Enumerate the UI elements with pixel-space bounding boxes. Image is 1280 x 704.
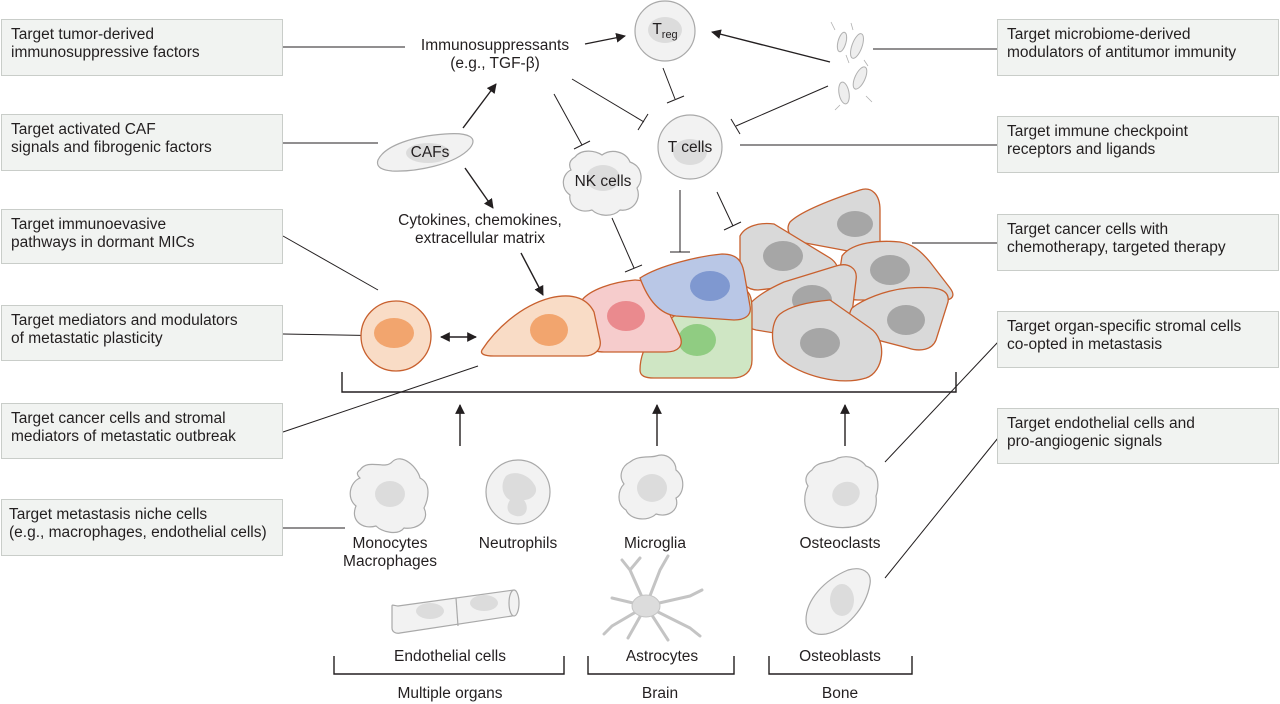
cafs-label: CAFs: [410, 144, 450, 161]
target-box-microbiome: Target microbiome-derived modulators of …: [997, 19, 1279, 76]
macrophage-cell: [349, 458, 429, 534]
label-line: Immunosuppressants: [420, 37, 570, 54]
box-line: (e.g., macrophages, endothelial cells): [9, 524, 267, 541]
signal-arrows: [440, 29, 850, 446]
treg-label-sub: reg: [661, 29, 678, 42]
target-box-plasticity: Target mediators and modulators of metas…: [1, 305, 283, 361]
t-cell: [657, 114, 723, 180]
connector-lines: [282, 46, 999, 579]
box-line: Target tumor-derived: [11, 26, 155, 43]
target-box-caf: Target activated CAF signals and fibroge…: [1, 114, 283, 171]
monocytes-label: Monocytes Macrophages: [330, 535, 450, 571]
astrocytes-label: Astrocytes: [625, 648, 699, 665]
box-line: Target metastasis niche cells: [9, 506, 208, 523]
box-line: chemotherapy, targeted therapy: [1007, 239, 1226, 256]
caf-cell: [376, 133, 474, 172]
osteoclasts-label: Osteoclasts: [799, 535, 881, 552]
multiple-organs-label: Multiple organs: [397, 685, 503, 702]
tumor-cell-cluster: [480, 188, 954, 382]
microbiome-bacteria: [830, 21, 873, 111]
target-box-chemo: Target cancer cells with chemotherapy, t…: [997, 214, 1279, 271]
label-line: extracellular matrix: [414, 230, 546, 247]
target-box-outbreak: Target cancer cells and stromal mediator…: [1, 403, 283, 459]
brackets: [333, 372, 957, 675]
target-box-tumor-factors: Target tumor-derived immunosuppressive f…: [1, 19, 283, 76]
box-line: Target cancer cells and stromal: [11, 410, 226, 427]
t-cells-label: T cells: [667, 139, 713, 156]
osteoclast-cell: [804, 456, 879, 529]
nk-cells-label: NK cells: [574, 173, 632, 190]
box-line: modulators of antitumor immunity: [1007, 44, 1237, 61]
brain-label: Brain: [641, 685, 679, 702]
box-line: Target activated CAF: [11, 121, 156, 138]
box-line: Target endothelial cells and: [1007, 415, 1195, 432]
astrocyte-cell: [602, 554, 704, 642]
target-box-checkpoint: Target immune checkpoint receptors and l…: [997, 116, 1279, 173]
treg-label-main: T: [652, 21, 662, 38]
endothelial-cells-label: Endothelial cells: [393, 648, 506, 665]
box-line: co-opted in metastasis: [1007, 336, 1163, 353]
box-line: pathways in dormant MICs: [11, 234, 195, 251]
label-line: Cytokines, chemokines,: [398, 212, 562, 229]
microglia-cell: [618, 454, 684, 520]
box-line: immunosuppressive factors: [11, 44, 200, 61]
microglia-label: Microglia: [623, 535, 686, 552]
treg-cell: [634, 0, 696, 62]
box-line: Target organ-specific stromal cells: [1007, 318, 1242, 335]
box-line: of metastatic plasticity: [11, 330, 163, 347]
box-line: pro-angiogenic signals: [1007, 433, 1163, 450]
osteoblasts-label: Osteoblasts: [799, 648, 881, 665]
box-line: signals and fibrogenic factors: [11, 139, 212, 156]
label-line: Macrophages: [343, 553, 437, 570]
treg-label: Treg: [645, 21, 685, 44]
box-line: Target immune checkpoint: [1007, 123, 1188, 140]
box-line: Target mediators and modulators: [11, 312, 238, 329]
target-box-niche: Target metastasis niche cells (e.g., mac…: [1, 499, 283, 556]
target-box-dormant: Target immunoevasive pathways in dormant…: [1, 209, 283, 264]
bone-label: Bone: [821, 685, 859, 702]
endothelial-vessel: [391, 589, 520, 634]
neutrophil-cell: [485, 459, 551, 525]
box-line: Target microbiome-derived: [1007, 26, 1191, 43]
immunosuppressants-label: Immunosuppressants (e.g., TGF-β): [405, 37, 585, 73]
target-box-stromal: Target organ-specific stromal cells co-o…: [997, 311, 1279, 368]
box-line: receptors and ligands: [1007, 141, 1156, 158]
box-line: mediators of metastatic outbreak: [11, 428, 236, 445]
label-line: (e.g., TGF-β): [450, 55, 540, 72]
cytokines-label: Cytokines, chemokines, extracellular mat…: [380, 212, 580, 248]
neutrophils-label: Neutrophils: [478, 535, 558, 552]
nk-cell: [562, 150, 642, 216]
target-box-endothelial: Target endothelial cells and pro-angioge…: [997, 408, 1279, 464]
inhibition-lines: [553, 67, 829, 273]
osteoblast-cell: [805, 568, 871, 635]
metastasis-initiating-cell: [360, 300, 432, 372]
box-line: Target cancer cells with: [1007, 221, 1169, 238]
box-line: Target immunoevasive: [11, 216, 167, 233]
label-line: Monocytes: [352, 535, 428, 552]
